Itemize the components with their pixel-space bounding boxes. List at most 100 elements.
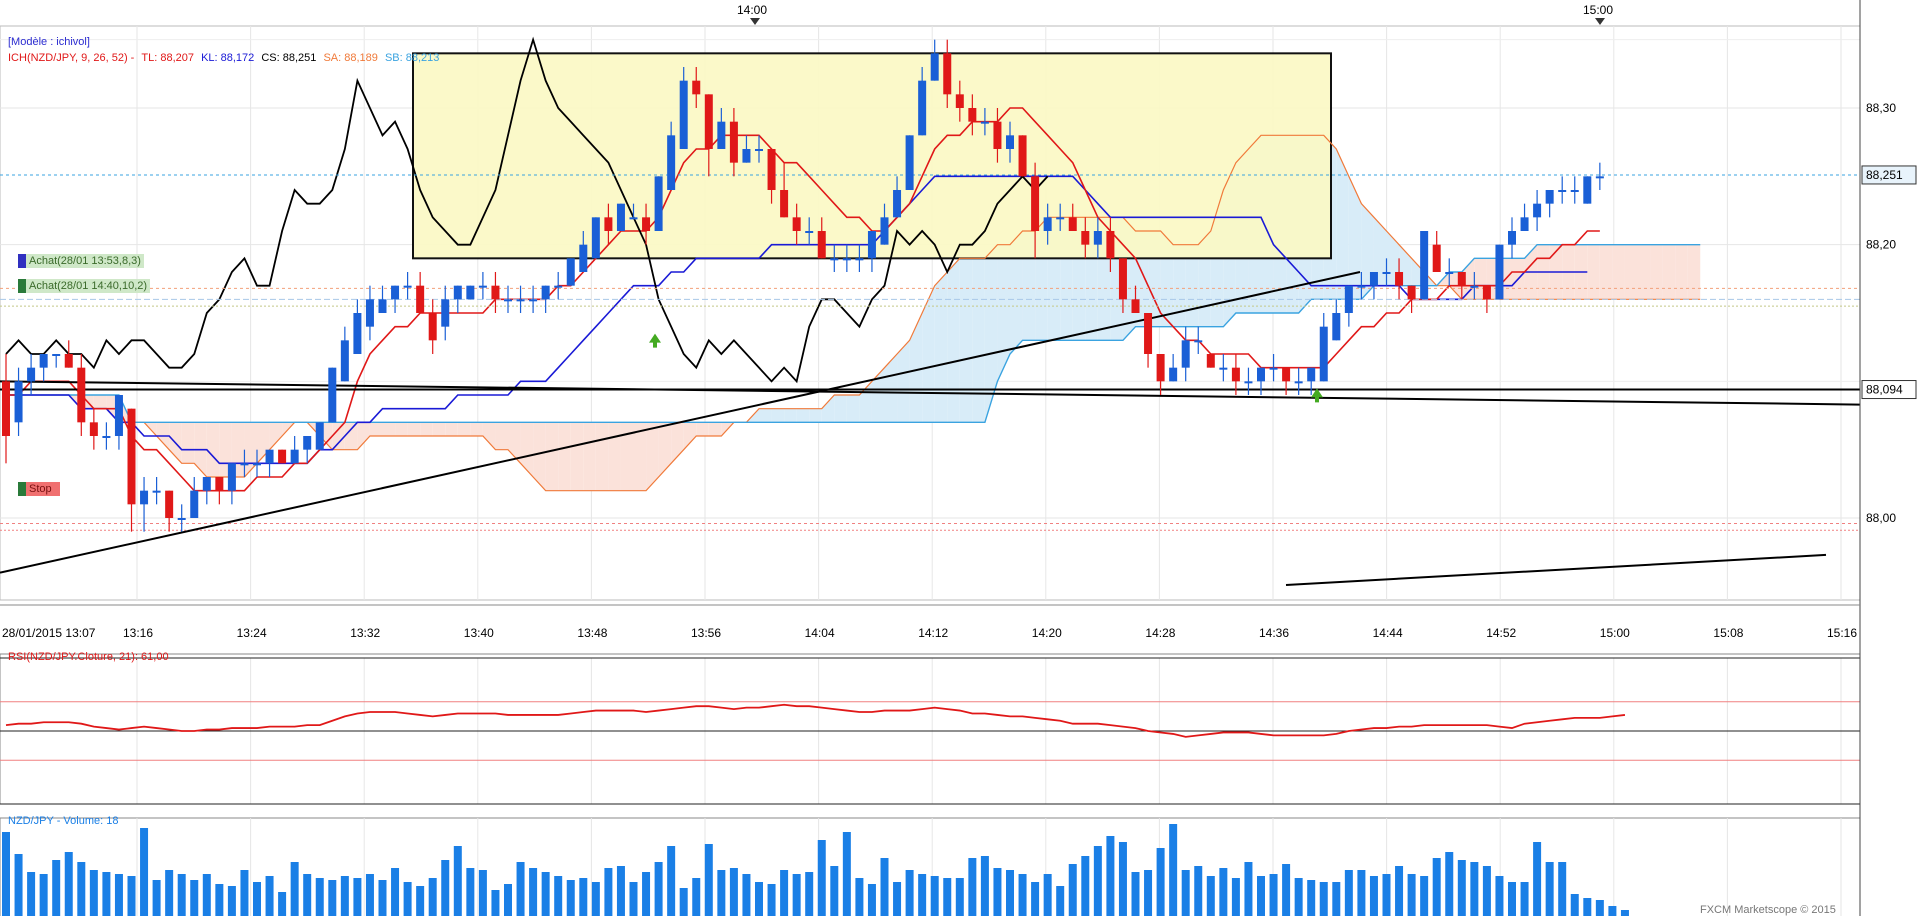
price-tick-label: 88,30 [1866, 101, 1896, 115]
volume-bar [2, 832, 10, 918]
order-tag-achat-2[interactable]: Achat(28/01 14:40,10,2) [18, 279, 151, 293]
candle-body [566, 258, 575, 286]
time-tick-label: 14:36 [1259, 626, 1289, 640]
candle-body [993, 121, 1002, 149]
time-tick-label: 14:44 [1373, 626, 1403, 640]
candle-body [215, 477, 224, 491]
volume-bar [1131, 872, 1140, 918]
cloud-segment [984, 244, 998, 423]
volume-bar [1482, 866, 1491, 918]
candle-body [1508, 231, 1516, 245]
candles [2, 39, 1604, 532]
cloud-segment [959, 258, 973, 423]
volume-bar [667, 846, 676, 918]
cloud-segment [821, 395, 835, 423]
cloud-segment [470, 422, 483, 436]
cloud-segment [909, 313, 923, 423]
volume-bar [1018, 874, 1027, 918]
candle-body [1520, 217, 1529, 231]
candle-body [1445, 272, 1454, 274]
candle-body [667, 135, 676, 190]
volume-bar [253, 882, 261, 918]
candle-body [478, 285, 487, 288]
volume-bar [1231, 878, 1240, 918]
cloud-segment [1336, 149, 1349, 300]
volume-bar [1269, 874, 1278, 918]
volume-bar [1420, 876, 1429, 918]
volume-bar [1508, 882, 1516, 918]
cloud-segment [1624, 244, 1638, 300]
candle-body [1194, 340, 1203, 343]
volume-bar [692, 878, 701, 918]
candle-body [152, 490, 161, 493]
candle-body [441, 299, 450, 327]
order-tag-stop[interactable]: Stop [18, 482, 60, 496]
candle-body [416, 285, 425, 313]
order-tag-achat-1[interactable]: Achat(28/01 13:53,8,3) [18, 254, 144, 268]
volume-bar [202, 874, 211, 918]
candle-body [692, 80, 701, 95]
volume-bar [880, 858, 889, 918]
volume-bar [1595, 900, 1604, 918]
cloud-segment [457, 422, 471, 436]
chikou-value: CS: 88,251 [261, 52, 317, 64]
cloud-segment [784, 408, 797, 423]
volume-bar [1457, 860, 1466, 918]
volume-bar [265, 876, 274, 918]
span-b-value: SB: 88,213 [384, 52, 440, 64]
candle-body [365, 299, 374, 327]
cloud-segment [646, 422, 659, 491]
volume-bar [1081, 856, 1090, 918]
candle-body [102, 436, 111, 438]
volume-bar [1031, 882, 1040, 918]
cloud-segment [922, 285, 935, 423]
candle-body [1344, 285, 1353, 313]
candle-body [1420, 231, 1429, 300]
volume-bar [1357, 870, 1366, 918]
cloud-segment [947, 258, 960, 423]
cloud-segment [420, 422, 433, 436]
cloud-segment [871, 367, 885, 423]
candle-body [1257, 367, 1265, 382]
candle-body [780, 190, 789, 218]
span-a-line [6, 134, 1701, 492]
time-tick-label: 13:32 [350, 626, 380, 640]
candle-body [842, 258, 851, 261]
cloud-segment [1587, 244, 1600, 300]
candle-body [742, 149, 751, 163]
volume-bar [1307, 880, 1316, 918]
volume-bar [39, 874, 48, 918]
candle-body [1457, 272, 1466, 286]
candle-body [1595, 176, 1604, 179]
volume-bar [416, 886, 425, 918]
candle-body [1106, 231, 1115, 259]
trendlines[interactable] [0, 271, 1861, 586]
trendline-lower [1285, 553, 1827, 586]
volume-bar [77, 862, 86, 918]
volume-bar [215, 884, 224, 918]
cloud-segment [520, 422, 534, 477]
volume-bar [1608, 906, 1617, 918]
candle-body [930, 53, 939, 81]
candle-body [1219, 367, 1228, 370]
candle-body [1231, 367, 1240, 382]
time-tick-label: 14:52 [1486, 626, 1516, 640]
candle-body [114, 395, 123, 436]
cloud-segment [269, 422, 283, 450]
candle-body [1206, 354, 1215, 368]
highlight-zone[interactable] [412, 52, 1332, 260]
candle-body [290, 449, 299, 464]
volume-bar [1118, 842, 1127, 918]
volume-bar [240, 870, 249, 918]
volume-bar [893, 882, 902, 918]
volume-bar [1257, 876, 1265, 918]
cloud-segment [332, 422, 345, 450]
volume-label: NZD/JPY - Volume: 18 [8, 815, 119, 827]
candle-body [27, 367, 36, 382]
candle-body [140, 490, 149, 505]
cloud-segment [658, 422, 672, 477]
volume-bar [290, 862, 299, 918]
ichimoku-legend: ICH(NZD/JPY, 9, 26, 52) - TL: 88,207 KL:… [8, 52, 439, 64]
candle-body [943, 53, 952, 95]
